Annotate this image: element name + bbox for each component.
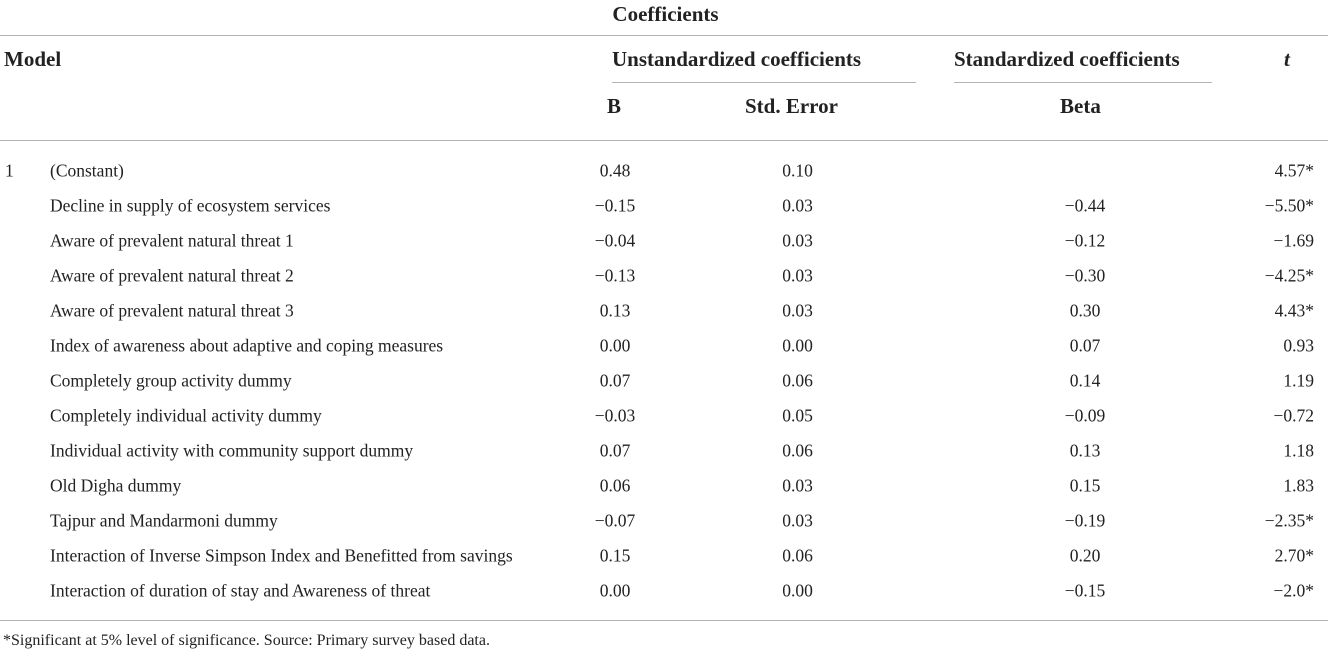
header-rule	[0, 140, 1328, 141]
std-error-cell: 0.06	[782, 370, 813, 390]
t-cell: −2.0*	[1273, 580, 1315, 600]
std-error-cell: 0.10	[782, 160, 813, 180]
b-cell: 0.07	[599, 370, 631, 390]
std-error-cell: 0.06	[782, 545, 813, 565]
b-cell: −0.03	[594, 405, 636, 425]
unstandardized-underline	[612, 82, 916, 83]
std-error-cell: 0.05	[782, 405, 813, 425]
b-cell: 0.48	[599, 160, 631, 180]
beta-cell: −0.19	[1064, 510, 1106, 530]
header-b: B	[607, 94, 622, 118]
b-cell: −0.07	[594, 510, 636, 530]
b-cell: −0.15	[594, 195, 636, 215]
variable-cell: Interaction of duration of stay and Awar…	[50, 580, 431, 600]
header-unstandardized: Unstandardized coefficients	[612, 47, 862, 71]
t-cell: −1.69	[1273, 230, 1315, 250]
b-cell: 0.13	[599, 300, 631, 320]
table-footnote: *Significant at 5% level of significance…	[3, 632, 490, 649]
beta-cell: −0.12	[1064, 230, 1106, 250]
table-row: Completely individual activity dummy −0.…	[0, 398, 1328, 433]
table-row: Old Digha dummy 0.06 0.03 0.15 1.83	[0, 468, 1328, 503]
header-standardized: Standardized coefficients	[954, 47, 1180, 71]
beta-cell: −0.15	[1064, 580, 1106, 600]
table-caption: Coefficients	[612, 2, 719, 26]
variable-cell: Interaction of Inverse Simpson Index and…	[50, 545, 513, 565]
t-cell: 1.18	[1283, 440, 1314, 460]
std-error-cell: 0.06	[782, 440, 813, 460]
std-error-cell: 0.03	[782, 265, 813, 285]
beta-cell: 0.14	[1069, 370, 1101, 390]
std-error-cell: 0.03	[782, 195, 813, 215]
standardized-underline	[954, 82, 1212, 83]
table-row: Aware of prevalent natural threat 3 0.13…	[0, 293, 1328, 328]
table-row: Aware of prevalent natural threat 1 −0.0…	[0, 223, 1328, 258]
variable-cell: Old Digha dummy	[50, 475, 182, 495]
t-cell: 4.57*	[1274, 160, 1314, 180]
b-cell: 0.06	[599, 475, 631, 495]
beta-cell: −0.09	[1064, 405, 1106, 425]
bottom-rule	[0, 620, 1328, 621]
b-cell: 0.15	[599, 545, 631, 565]
beta-cell: 0.20	[1069, 545, 1101, 565]
variable-cell: Index of awareness about adaptive and co…	[50, 335, 444, 355]
header-t: t	[1284, 47, 1290, 71]
b-cell: −0.04	[594, 230, 636, 250]
header-beta: Beta	[1060, 94, 1101, 118]
table-row: 1 (Constant) 0.48 0.10 4.57*	[0, 153, 1328, 188]
table-row: Index of awareness about adaptive and co…	[0, 328, 1328, 363]
b-cell: 0.07	[599, 440, 631, 460]
variable-cell: Aware of prevalent natural threat 2	[50, 265, 294, 285]
model-cell: 1	[5, 160, 14, 180]
table-row: Aware of prevalent natural threat 2 −0.1…	[0, 258, 1328, 293]
std-error-cell: 0.03	[782, 475, 813, 495]
table-row: Interaction of duration of stay and Awar…	[0, 573, 1328, 608]
variable-cell: Aware of prevalent natural threat 1	[50, 230, 294, 250]
t-cell: −4.25*	[1264, 265, 1314, 285]
table-row: Interaction of Inverse Simpson Index and…	[0, 538, 1328, 573]
std-error-cell: 0.03	[782, 230, 813, 250]
b-cell: 0.00	[599, 580, 631, 600]
t-cell: −0.72	[1273, 405, 1315, 425]
beta-cell: −0.44	[1064, 195, 1106, 215]
b-cell: 0.00	[599, 335, 631, 355]
std-error-cell: 0.00	[782, 580, 813, 600]
top-rule	[0, 35, 1328, 36]
variable-cell: Aware of prevalent natural threat 3	[50, 300, 294, 320]
variable-cell: (Constant)	[50, 160, 124, 180]
header-std-error: Std. Error	[745, 94, 838, 118]
variable-cell: Tajpur and Mandarmoni dummy	[50, 510, 278, 530]
t-cell: 4.43*	[1274, 300, 1314, 320]
beta-cell: −0.30	[1064, 265, 1106, 285]
t-cell: −2.35*	[1264, 510, 1314, 530]
header-model: Model	[4, 47, 62, 71]
variable-cell: Completely group activity dummy	[50, 370, 292, 390]
beta-cell: 0.15	[1069, 475, 1101, 495]
table-row: Completely group activity dummy 0.07 0.0…	[0, 363, 1328, 398]
table-row: Tajpur and Mandarmoni dummy −0.07 0.03 −…	[0, 503, 1328, 538]
table-row: Individual activity with community suppo…	[0, 433, 1328, 468]
std-error-cell: 0.03	[782, 510, 813, 530]
std-error-cell: 0.00	[782, 335, 813, 355]
variable-cell: Completely individual activity dummy	[50, 405, 322, 425]
beta-cell: 0.13	[1069, 440, 1101, 460]
t-cell: −5.50*	[1264, 195, 1314, 215]
std-error-cell: 0.03	[782, 300, 813, 320]
variable-cell: Individual activity with community suppo…	[50, 440, 414, 460]
variable-cell: Decline in supply of ecosystem services	[50, 195, 331, 215]
table-row: Decline in supply of ecosystem services …	[0, 188, 1328, 223]
b-cell: −0.13	[594, 265, 636, 285]
t-cell: 2.70*	[1274, 545, 1314, 565]
t-cell: 1.19	[1283, 370, 1314, 390]
t-cell: 1.83	[1283, 475, 1314, 495]
beta-cell: 0.07	[1069, 335, 1101, 355]
beta-cell: 0.30	[1069, 300, 1101, 320]
t-cell: 0.93	[1283, 335, 1314, 355]
